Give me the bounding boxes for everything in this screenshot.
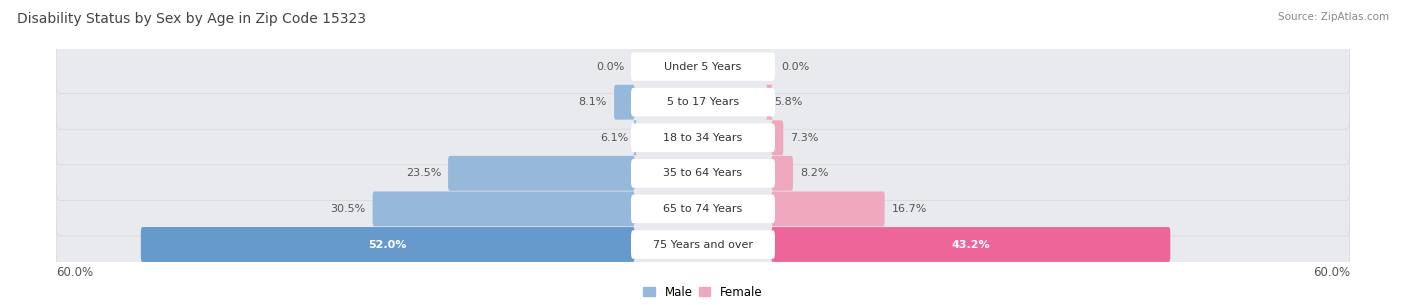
FancyBboxPatch shape xyxy=(56,217,1350,271)
FancyBboxPatch shape xyxy=(631,124,775,152)
FancyBboxPatch shape xyxy=(56,40,1350,94)
FancyBboxPatch shape xyxy=(772,120,783,155)
FancyBboxPatch shape xyxy=(633,120,637,155)
FancyBboxPatch shape xyxy=(56,146,1350,200)
Legend: Male, Female: Male, Female xyxy=(638,281,768,303)
FancyBboxPatch shape xyxy=(614,85,634,120)
Text: 60.0%: 60.0% xyxy=(56,266,93,279)
FancyBboxPatch shape xyxy=(631,88,775,117)
Text: 30.5%: 30.5% xyxy=(330,204,366,214)
FancyBboxPatch shape xyxy=(631,159,775,188)
FancyBboxPatch shape xyxy=(631,52,775,81)
FancyBboxPatch shape xyxy=(765,85,773,120)
Text: 16.7%: 16.7% xyxy=(891,204,927,214)
Text: 65 to 74 Years: 65 to 74 Years xyxy=(664,204,742,214)
Text: 7.3%: 7.3% xyxy=(790,133,818,143)
Text: 0.0%: 0.0% xyxy=(596,62,624,72)
FancyBboxPatch shape xyxy=(772,192,884,226)
Text: 6.1%: 6.1% xyxy=(600,133,628,143)
Text: 5.8%: 5.8% xyxy=(775,97,803,107)
FancyBboxPatch shape xyxy=(631,230,775,259)
Text: Disability Status by Sex by Age in Zip Code 15323: Disability Status by Sex by Age in Zip C… xyxy=(17,12,366,26)
FancyBboxPatch shape xyxy=(141,227,634,262)
Text: 0.0%: 0.0% xyxy=(782,62,810,72)
Text: 18 to 34 Years: 18 to 34 Years xyxy=(664,133,742,143)
Text: Source: ZipAtlas.com: Source: ZipAtlas.com xyxy=(1278,12,1389,22)
FancyBboxPatch shape xyxy=(56,75,1350,129)
Text: 43.2%: 43.2% xyxy=(952,239,990,249)
FancyBboxPatch shape xyxy=(373,192,634,226)
FancyBboxPatch shape xyxy=(56,182,1350,236)
Text: 8.1%: 8.1% xyxy=(579,97,607,107)
Text: 75 Years and over: 75 Years and over xyxy=(652,239,754,249)
Text: 52.0%: 52.0% xyxy=(368,239,406,249)
Text: Under 5 Years: Under 5 Years xyxy=(665,62,741,72)
Text: 23.5%: 23.5% xyxy=(406,168,441,178)
FancyBboxPatch shape xyxy=(631,195,775,223)
FancyBboxPatch shape xyxy=(772,156,793,191)
Text: 8.2%: 8.2% xyxy=(800,168,828,178)
FancyBboxPatch shape xyxy=(56,111,1350,165)
Text: 60.0%: 60.0% xyxy=(1313,266,1350,279)
FancyBboxPatch shape xyxy=(772,227,1170,262)
Text: 5 to 17 Years: 5 to 17 Years xyxy=(666,97,740,107)
FancyBboxPatch shape xyxy=(449,156,634,191)
Text: 35 to 64 Years: 35 to 64 Years xyxy=(664,168,742,178)
